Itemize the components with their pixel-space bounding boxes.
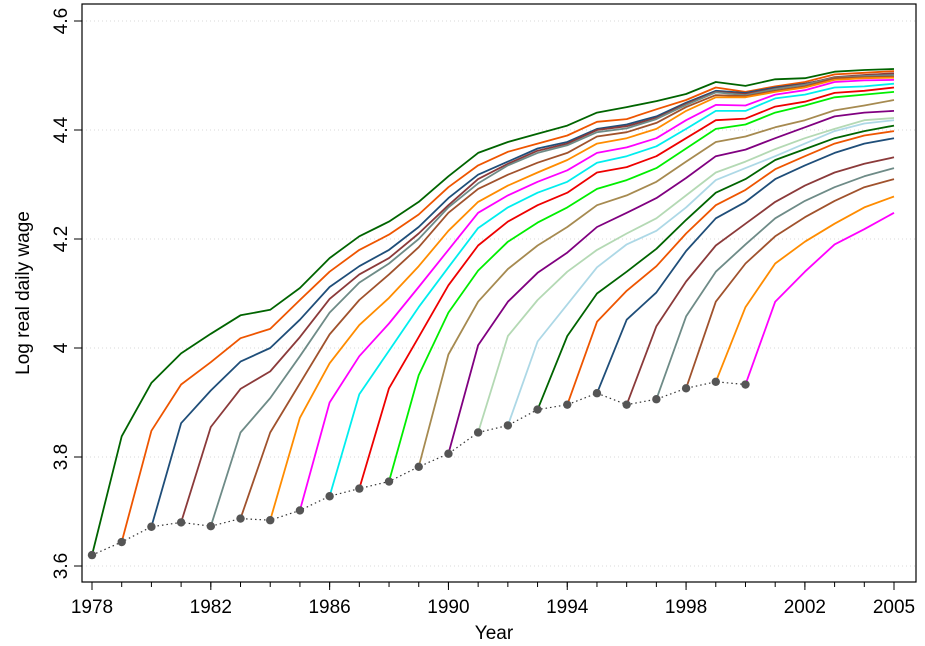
entry-point-marker	[652, 395, 661, 404]
series-line-7	[269, 76, 895, 521]
y-tick-label: 4.6	[51, 8, 72, 34]
series-line-1	[91, 68, 895, 556]
y-tick-label: 4.2	[51, 226, 72, 252]
series-lines	[91, 68, 895, 556]
plot-frame	[81, 3, 917, 583]
series-line-21	[685, 178, 895, 389]
x-axis-title: Year	[475, 623, 514, 644]
entry-points	[87, 377, 750, 560]
series-line-12	[417, 99, 895, 468]
series-line-14	[477, 117, 895, 433]
entry-point-marker	[681, 384, 691, 393]
entry-point-marker	[117, 537, 126, 547]
series-line-13	[447, 110, 895, 454]
series-line-18	[596, 137, 895, 394]
x-tick-label: 1986	[308, 597, 350, 618]
entry-point-marker	[325, 492, 334, 501]
series-line-5	[209, 74, 895, 527]
entry-point-marker	[384, 477, 394, 486]
x-tick-label: 1978	[71, 597, 113, 618]
entry-point-marker	[503, 421, 513, 430]
entry-point-marker	[592, 389, 602, 398]
entry-point-marker	[295, 506, 305, 515]
entry-point-marker	[563, 400, 572, 409]
entry-point-marker	[711, 377, 720, 386]
x-tick-label: 2005	[873, 597, 915, 618]
entry-point-marker	[622, 400, 631, 409]
entry-point-marker	[176, 518, 186, 527]
entry-point-marker	[236, 514, 245, 523]
series-line-17	[566, 130, 895, 406]
entry-point-marker	[266, 516, 275, 525]
x-axis: 1978 1982 1986 1990 1994 1998 2002 2005	[71, 582, 915, 618]
y-tick-label: 3.6	[51, 553, 72, 579]
x-tick-label: 1994	[546, 597, 589, 618]
entry-point-marker	[533, 405, 542, 414]
series-line-16	[536, 124, 895, 410]
entry-point-marker	[444, 449, 453, 458]
series-line-15	[507, 119, 895, 426]
series-line-23	[744, 212, 895, 385]
entry-point-marker	[414, 462, 423, 472]
grid-lines	[82, 20, 916, 567]
entry-point-marker	[473, 428, 483, 437]
series-line-8	[299, 79, 895, 511]
series-line-11	[388, 91, 895, 482]
entry-point-marker	[355, 484, 364, 493]
entry-point-marker	[87, 550, 97, 560]
series-line-6	[239, 75, 895, 519]
y-tick-label: 3.8	[51, 444, 72, 470]
entry-point-marker	[206, 522, 216, 531]
x-tick-label: 1998	[665, 597, 707, 618]
x-tick-label: 1990	[427, 597, 469, 618]
series-line-19	[625, 156, 895, 406]
series-line-22	[714, 195, 895, 383]
entry-dotted-line	[91, 381, 746, 556]
series-line-3	[150, 73, 895, 528]
series-line-10	[358, 86, 895, 489]
series-line-2	[120, 70, 895, 543]
x-tick-label: 2002	[784, 597, 826, 618]
y-tick-label: 4.4	[51, 116, 72, 143]
y-axis-title: Log real daily wage	[13, 211, 34, 375]
series-line-4	[180, 72, 895, 523]
y-axis: 3.6 3.8 4 4.2 4.4 4.6	[51, 8, 82, 579]
entry-point-marker	[147, 522, 156, 531]
series-line-20	[655, 167, 895, 400]
entry-point-marker	[741, 380, 750, 389]
x-tick-label: 1982	[190, 597, 232, 618]
y-tick-label: 4	[51, 342, 72, 353]
series-line-9	[328, 82, 895, 497]
